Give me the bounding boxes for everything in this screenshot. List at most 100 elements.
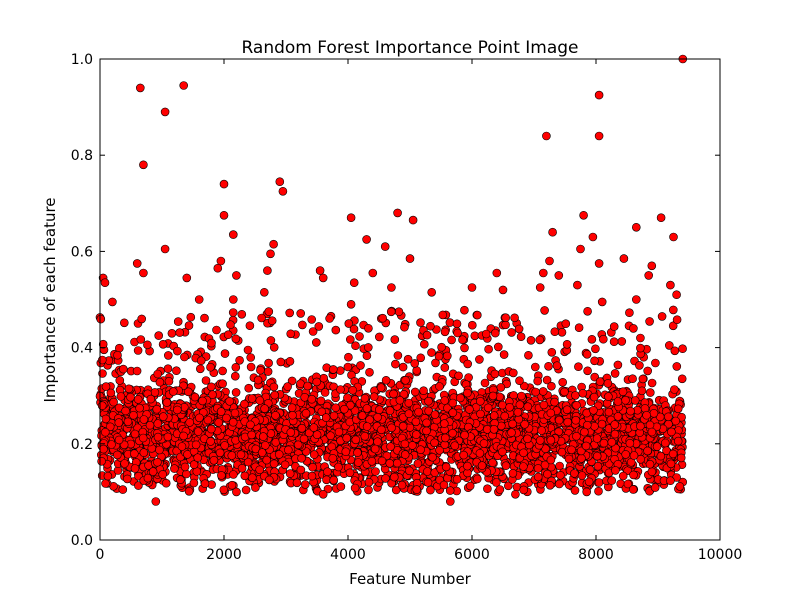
data-point (664, 341, 674, 350)
chart-title: Random Forest Importance Point Image (241, 38, 578, 58)
data-point (161, 478, 171, 488)
data-point (501, 461, 511, 471)
data-point (628, 374, 637, 384)
data-point (405, 466, 414, 476)
data-point (490, 328, 500, 338)
data-point-outlier (427, 287, 437, 297)
data-point (533, 464, 543, 473)
data-point (106, 388, 116, 398)
data-point (636, 454, 646, 464)
data-point (609, 337, 619, 347)
data-point (296, 379, 305, 389)
data-point-outlier (139, 268, 148, 278)
data-point (583, 306, 592, 316)
data-point (225, 396, 234, 406)
data-point (560, 387, 569, 397)
data-point (240, 399, 249, 409)
data-point (610, 429, 620, 439)
data-point (300, 480, 310, 489)
data-point (479, 439, 489, 448)
data-point-outlier (594, 131, 604, 141)
data-point (251, 483, 260, 492)
data-point (191, 440, 201, 450)
data-point (133, 395, 143, 404)
data-point (572, 400, 581, 410)
data-point (385, 406, 395, 415)
data-point (369, 392, 379, 402)
data-point (153, 419, 163, 428)
data-point (507, 328, 516, 337)
data-point (206, 362, 215, 372)
data-point (500, 411, 510, 421)
data-point (292, 478, 302, 488)
data-point (130, 449, 139, 459)
data-point (563, 417, 573, 427)
data-point-outlier (108, 297, 117, 307)
data-point (574, 362, 583, 372)
data-point (571, 415, 581, 425)
data-point (652, 442, 662, 451)
data-point (264, 307, 274, 316)
data-point (410, 359, 420, 368)
data-point (371, 467, 380, 476)
data-point (426, 485, 435, 495)
data-point (280, 460, 290, 470)
data-point (353, 448, 362, 457)
data-point (285, 469, 295, 478)
data-point (656, 451, 666, 461)
data-point (400, 439, 410, 449)
data-point (452, 474, 462, 484)
data-point (488, 391, 498, 401)
data-point (269, 342, 279, 352)
data-point (439, 480, 449, 490)
data-point (672, 362, 682, 371)
data-point (609, 322, 619, 331)
data-point-outlier (216, 256, 226, 266)
data-point (164, 376, 174, 386)
data-point (270, 390, 280, 400)
data-point (377, 456, 387, 466)
data-point (309, 450, 319, 459)
data-point (526, 335, 536, 345)
data-point (550, 327, 560, 337)
data-point (307, 471, 317, 481)
data-point (153, 369, 162, 379)
data-point (403, 354, 413, 364)
data-point (555, 461, 564, 471)
data-point (498, 447, 507, 457)
data-point (360, 393, 370, 403)
data-point (545, 480, 555, 490)
data-point (613, 360, 623, 370)
data-point (410, 387, 420, 397)
data-point (136, 335, 146, 344)
data-point (617, 337, 627, 346)
data-point (345, 400, 355, 410)
data-point-outlier (275, 177, 285, 186)
data-point (592, 451, 602, 461)
data-point (488, 458, 497, 468)
data-point (610, 369, 620, 378)
data-point (510, 313, 519, 323)
data-point (172, 366, 181, 376)
data-point (316, 396, 326, 406)
data-point (162, 398, 172, 407)
data-point (635, 361, 644, 370)
data-point (193, 427, 203, 436)
data-point (209, 455, 219, 465)
data-point (118, 485, 128, 494)
data-point (467, 320, 477, 330)
data-point (201, 376, 211, 385)
data-point (422, 330, 432, 340)
data-point (476, 409, 485, 419)
data-point (489, 411, 499, 420)
data-point (180, 462, 190, 472)
data-point (607, 437, 617, 447)
data-point (184, 486, 194, 496)
data-point (422, 426, 431, 436)
data-point (416, 353, 426, 363)
data-point (668, 449, 678, 459)
data-point (589, 392, 599, 402)
data-point (364, 323, 373, 333)
data-point (237, 463, 247, 473)
